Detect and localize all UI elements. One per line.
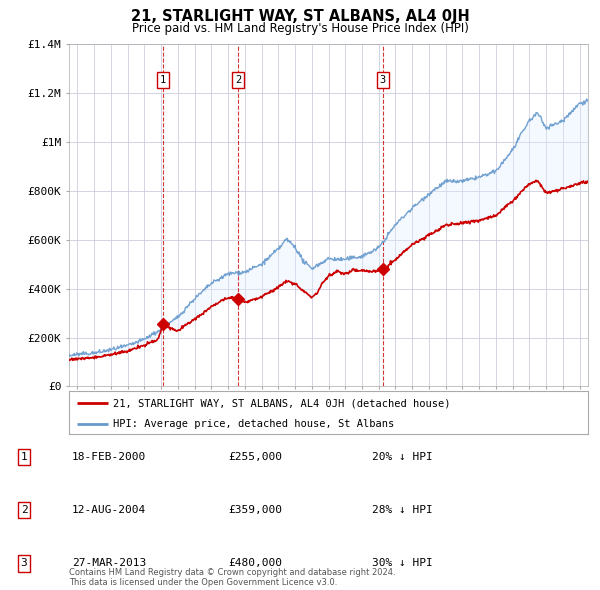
Text: 1: 1 — [160, 75, 166, 85]
Text: 20% ↓ HPI: 20% ↓ HPI — [372, 453, 433, 462]
Text: Contains HM Land Registry data © Crown copyright and database right 2024.
This d: Contains HM Land Registry data © Crown c… — [69, 568, 395, 587]
Text: 2: 2 — [235, 75, 242, 85]
Text: 30% ↓ HPI: 30% ↓ HPI — [372, 559, 433, 568]
Text: 27-MAR-2013: 27-MAR-2013 — [72, 559, 146, 568]
Text: 18-FEB-2000: 18-FEB-2000 — [72, 453, 146, 462]
Text: HPI: Average price, detached house, St Albans: HPI: Average price, detached house, St A… — [113, 419, 394, 430]
Text: 28% ↓ HPI: 28% ↓ HPI — [372, 506, 433, 515]
Text: 3: 3 — [379, 75, 386, 85]
Text: 2: 2 — [20, 506, 28, 515]
Text: £480,000: £480,000 — [228, 559, 282, 568]
Text: 1: 1 — [20, 453, 28, 462]
Text: 12-AUG-2004: 12-AUG-2004 — [72, 506, 146, 515]
Text: Price paid vs. HM Land Registry's House Price Index (HPI): Price paid vs. HM Land Registry's House … — [131, 22, 469, 35]
Text: 21, STARLIGHT WAY, ST ALBANS, AL4 0JH (detached house): 21, STARLIGHT WAY, ST ALBANS, AL4 0JH (d… — [113, 398, 451, 408]
Text: 21, STARLIGHT WAY, ST ALBANS, AL4 0JH: 21, STARLIGHT WAY, ST ALBANS, AL4 0JH — [131, 9, 469, 24]
Text: £359,000: £359,000 — [228, 506, 282, 515]
Text: £255,000: £255,000 — [228, 453, 282, 462]
Text: 3: 3 — [20, 559, 28, 568]
